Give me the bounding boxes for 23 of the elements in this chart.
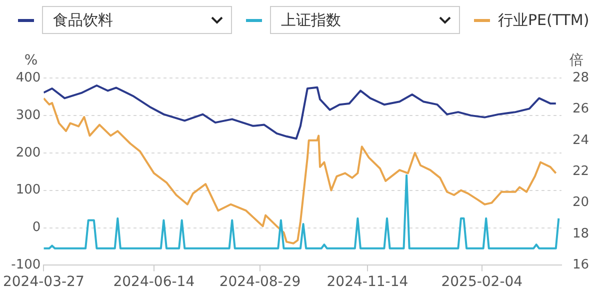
x-tick-label: 2025-02-04 bbox=[441, 274, 523, 290]
legend-label: 行业PE(TTM) bbox=[498, 10, 590, 30]
y-tick-label: 100 bbox=[16, 182, 41, 198]
y2-tick-label: 16 bbox=[572, 258, 590, 273]
y2-axis-title: 倍 bbox=[569, 52, 584, 69]
y2-tick-label: 26 bbox=[572, 102, 590, 117]
legend-label: 食品饮料 bbox=[53, 10, 113, 30]
y-tick-label: 300 bbox=[16, 108, 41, 123]
legend-label: 上证指数 bbox=[281, 10, 341, 30]
y2-tick-label: 22 bbox=[572, 164, 590, 179]
y-tick-label: 0 bbox=[32, 220, 41, 236]
y2-tick-label: 24 bbox=[572, 132, 590, 148]
y-tick-label: 200 bbox=[16, 145, 41, 160]
x-tick-label: 2024-11-14 bbox=[326, 274, 408, 290]
y2-tick-label: 20 bbox=[572, 195, 590, 210]
y-tick-label: 400 bbox=[16, 70, 41, 86]
x-tick-label: 2024-03-27 bbox=[2, 274, 84, 290]
y2-tick-label: 28 bbox=[572, 70, 590, 86]
y-axis-title: % bbox=[24, 52, 38, 69]
x-tick-label: 2024-08-29 bbox=[219, 274, 301, 290]
y2-tick-label: 18 bbox=[572, 226, 590, 242]
y-tick-label: -100 bbox=[11, 258, 41, 273]
x-tick-label: 2024-06-14 bbox=[113, 274, 195, 290]
